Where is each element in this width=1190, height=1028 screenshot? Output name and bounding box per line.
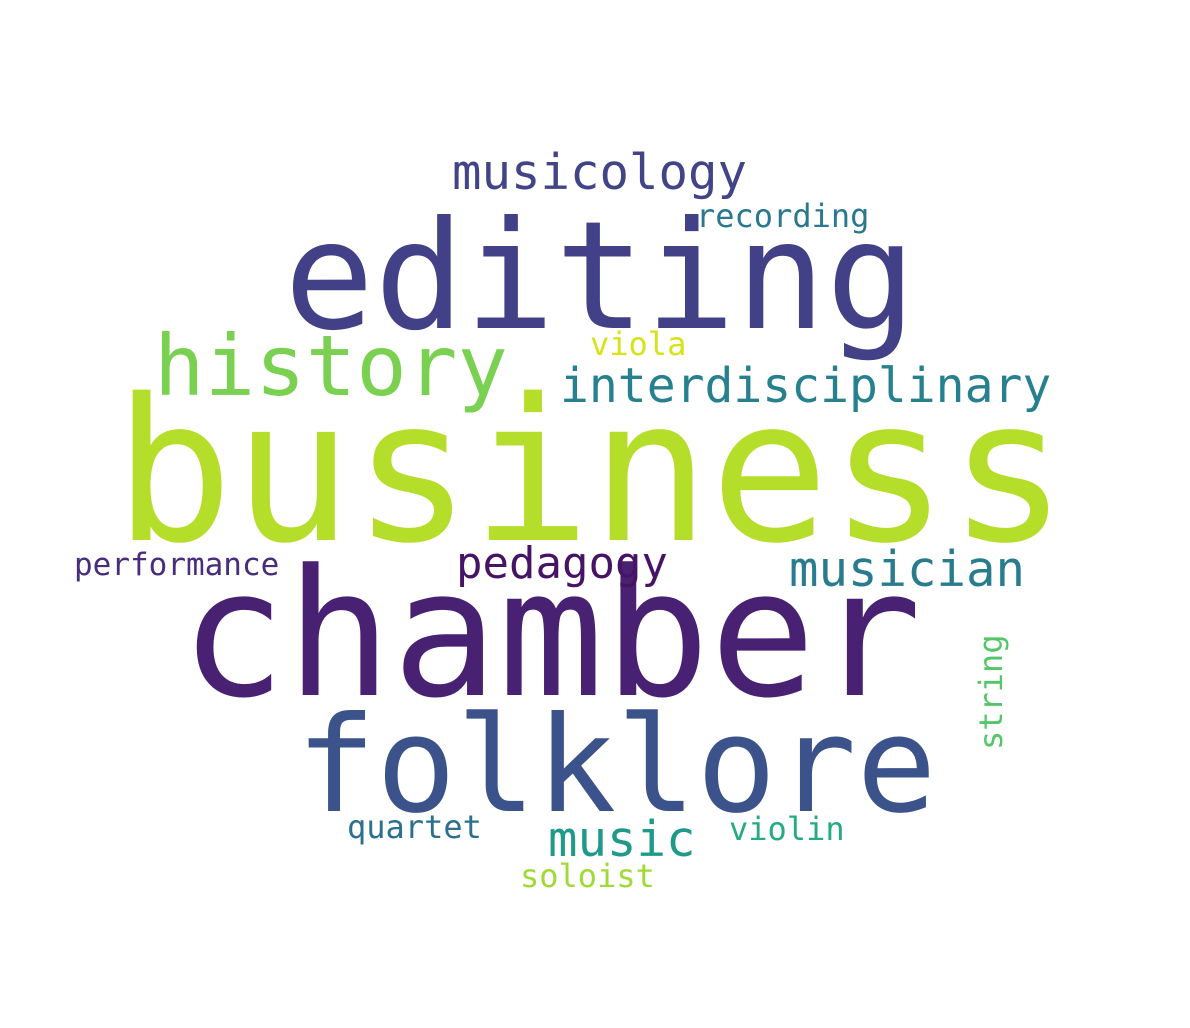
word-business: business	[114, 356, 1068, 587]
word-musician: musician	[789, 541, 1026, 598]
word-chamber: chamber	[180, 532, 922, 737]
word-history: history	[154, 317, 509, 415]
word-string: string	[972, 634, 1010, 750]
word-interdisciplinary: interdisciplinary	[560, 358, 1052, 414]
word-viola: viola	[590, 325, 687, 363]
word-recording: recording	[696, 197, 870, 235]
word-quartet: quartet	[347, 808, 482, 846]
word-violin: violin	[729, 810, 845, 848]
word-music: music	[548, 811, 696, 868]
word-musicology: musicology	[452, 144, 748, 201]
word-editing: editing	[284, 190, 917, 364]
word-folklore: folklore	[296, 689, 937, 843]
word-performance: performance	[74, 547, 280, 583]
word-pedagogy: pedagogy	[456, 538, 668, 589]
word-soloist: soloist	[520, 857, 655, 895]
